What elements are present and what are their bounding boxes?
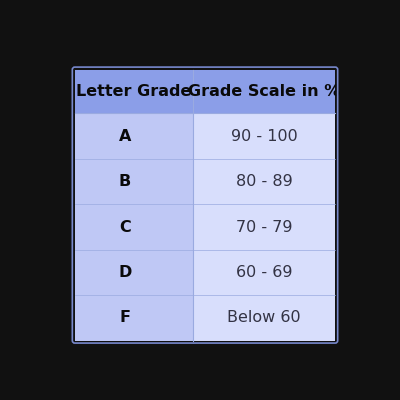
Text: D: D	[118, 265, 132, 280]
Text: 60 - 69: 60 - 69	[236, 265, 292, 280]
Bar	[193, 70, 335, 341]
Bar	[75, 70, 335, 114]
Text: C: C	[119, 220, 131, 234]
Text: 70 - 79: 70 - 79	[236, 220, 292, 234]
Text: 90 - 100: 90 - 100	[231, 129, 298, 144]
Text: 80 - 89: 80 - 89	[236, 174, 293, 189]
Text: Below 60: Below 60	[228, 310, 301, 325]
Bar	[75, 70, 335, 341]
Text: Letter Grade: Letter Grade	[76, 84, 192, 99]
Text: Grade Scale in %: Grade Scale in %	[188, 84, 340, 99]
Text: F: F	[119, 310, 130, 325]
Text: B: B	[119, 174, 131, 189]
Text: A: A	[118, 129, 131, 144]
